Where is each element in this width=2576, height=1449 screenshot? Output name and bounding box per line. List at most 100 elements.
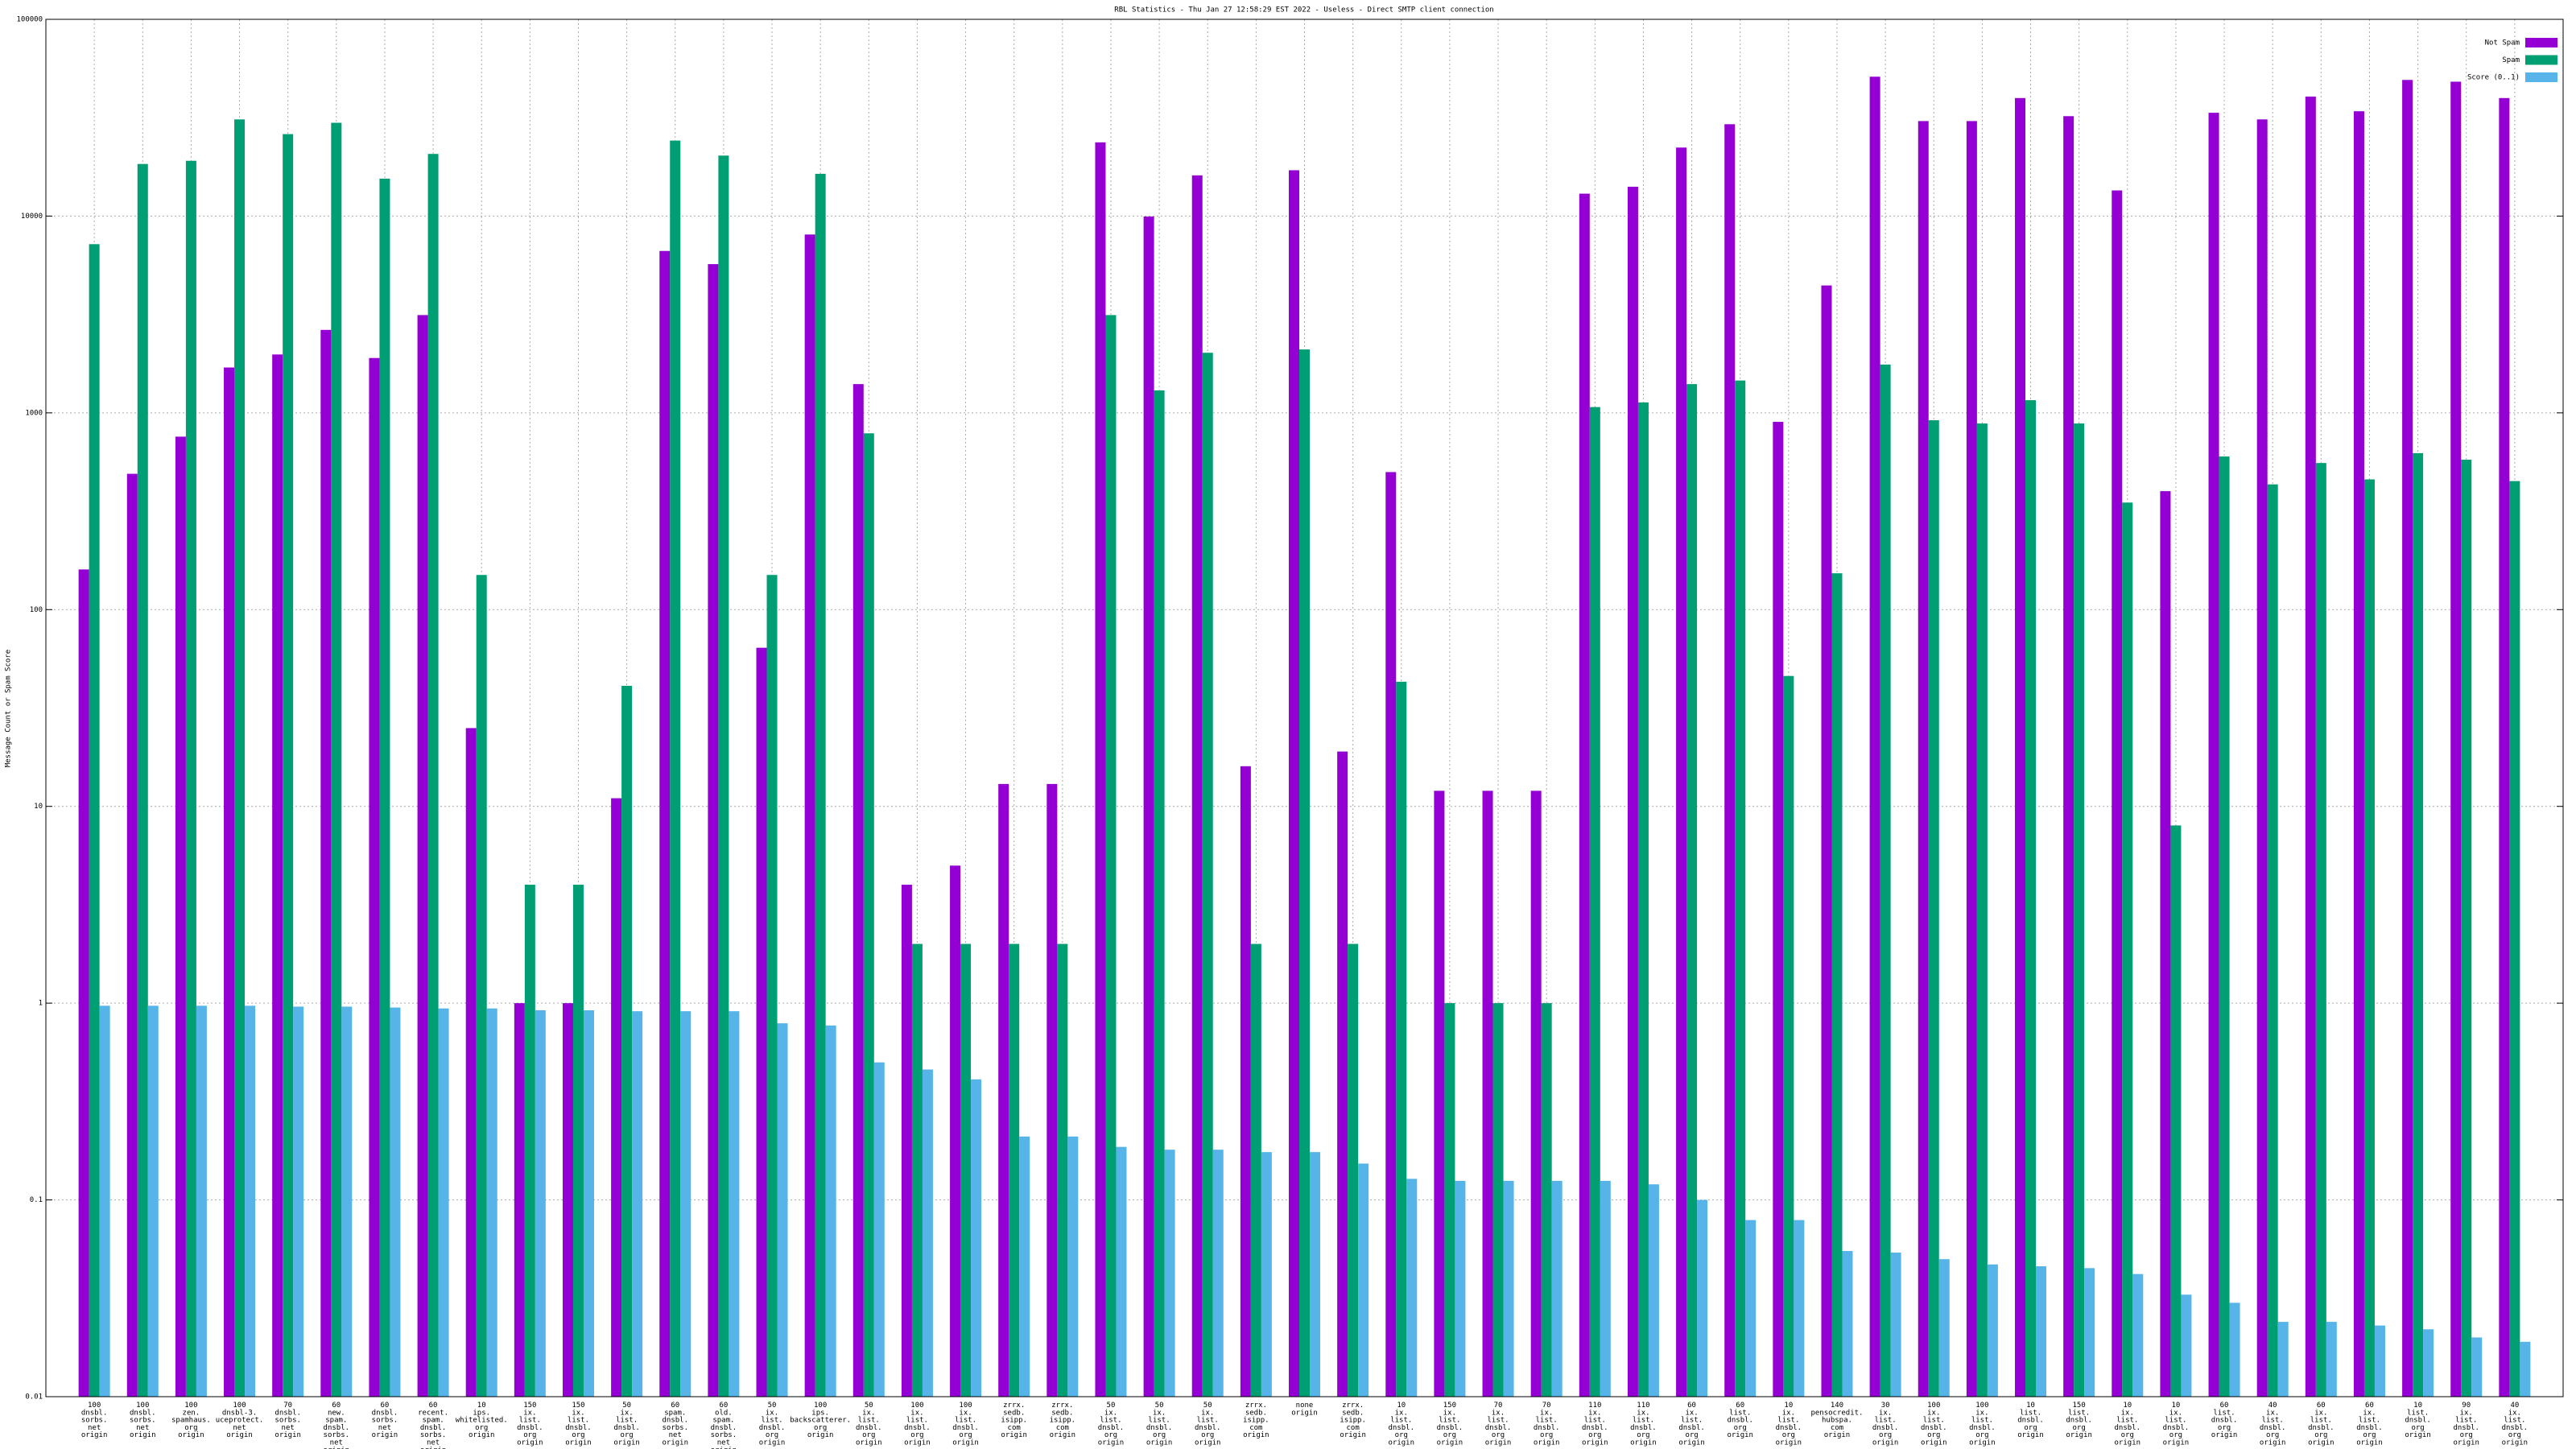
x-tick-label-line: list.: [1439, 1416, 1460, 1424]
bar: [2063, 116, 2074, 1397]
bar: [1164, 1150, 1175, 1397]
x-tick-label-line: 10: [2123, 1402, 2132, 1410]
bar: [283, 134, 294, 1397]
x-tick-label-line: hubspa.: [1822, 1416, 1852, 1424]
x-tick-label-line: spam.: [423, 1416, 444, 1424]
x-tick-label-line: list.: [2020, 1409, 2041, 1417]
bar: [2363, 479, 2375, 1397]
bar: [911, 943, 923, 1397]
bar: [1869, 76, 1880, 1397]
bar: [1928, 420, 1939, 1397]
x-tick-label-line: list.: [2116, 1416, 2138, 1424]
bar: [1627, 186, 1638, 1397]
x-tick-label-line: origin: [1727, 1431, 1753, 1439]
x-tick-label-line: 10: [477, 1402, 486, 1410]
x-tick-label-line: ix.: [1540, 1409, 1553, 1417]
x-tick-label-line: org: [184, 1423, 197, 1431]
x-tick-label: 70 ix. list. dnsbl. org origin: [1534, 1402, 1560, 1447]
x-tick-label-line: ix.: [2460, 1409, 2473, 1417]
x-tick-label-line: list.: [568, 1416, 589, 1424]
y-tick-label: 1: [39, 1000, 43, 1008]
bar: [1046, 783, 1058, 1397]
x-tick-label-line: ix.: [862, 1409, 875, 1417]
bar: [766, 575, 778, 1397]
bar: [1686, 384, 1698, 1397]
x-tick-label-line: ix.: [1637, 1409, 1649, 1417]
x-tick-label-line: 100: [910, 1402, 923, 1410]
x-tick-label-line: dnsbl.: [565, 1423, 592, 1431]
x-tick-label: 60 list. dnsbl. org origin: [2211, 1402, 2238, 1439]
x-tick-label-line: ix.: [1395, 1409, 1408, 1417]
bar: [1009, 943, 1020, 1397]
x-tick-label-line: 70: [1494, 1402, 1503, 1410]
legend-swatch: [2525, 55, 2557, 65]
bar: [1938, 1259, 1950, 1397]
x-tick-label-line: org: [620, 1431, 633, 1439]
x-tick-label: 100 ips. backscatterer. org origin: [790, 1402, 851, 1439]
x-tick-label-line: dnsbl.: [1195, 1423, 1221, 1431]
x-tick-label-line: recent.: [418, 1409, 448, 1417]
x-tick-label-line: origin: [2260, 1439, 2286, 1447]
x-tick-label-line: net: [330, 1439, 343, 1447]
x-tick-label-line: spamhaus.: [171, 1416, 211, 1424]
chart-title: RBL Statistics - Thu Jan 27 12:58:29 EST…: [1114, 6, 1493, 14]
bar: [89, 244, 100, 1397]
x-tick-label-line: ix.: [1927, 1409, 1940, 1417]
x-tick-label-line: ix.: [1975, 1409, 1988, 1417]
x-tick-label-line: dnsbl.: [275, 1409, 301, 1417]
x-tick-label-line: 50: [1155, 1402, 1164, 1410]
x-tick-label-line: 140: [1831, 1402, 1843, 1410]
x-tick-label-line: dnsbl.: [1485, 1423, 1512, 1431]
y-tick-label: 100000: [16, 16, 43, 24]
x-tick-label: 100 dnsbl. sorbs. net origin: [81, 1402, 108, 1439]
x-tick-label-line: list.: [1681, 1416, 1703, 1424]
x-tick-label-line: list.: [906, 1416, 928, 1424]
x-tick-label-line: origin: [952, 1439, 979, 1447]
x-tick-label-line: org: [766, 1431, 778, 1439]
x-tick-label-line: 150: [572, 1402, 584, 1410]
bar: [1191, 175, 1203, 1397]
bar: [245, 1005, 256, 1397]
x-tick-label-line: 100: [88, 1402, 101, 1410]
bar: [2160, 491, 2171, 1397]
x-tick-label-line: 10: [1397, 1402, 1406, 1410]
x-tick-label: 100 ix. list. dnsbl. org origin: [1969, 1402, 1996, 1447]
x-tick-label-line: net: [136, 1423, 149, 1431]
bar: [2277, 1322, 2289, 1397]
x-tick-label-line: dnsbl.: [613, 1423, 640, 1431]
x-tick-label: 40 ix. list. dnsbl. org origin: [2502, 1402, 2529, 1447]
x-tick-label-line: com: [1056, 1423, 1069, 1431]
x-tick-label-line: dnsbl.: [711, 1423, 737, 1431]
x-tick-label-line: origin: [1291, 1409, 1318, 1417]
x-tick-label-line: sorbs.: [130, 1416, 156, 1424]
x-tick-label-line: origin: [372, 1431, 398, 1439]
x-tick-label-line: org: [1443, 1431, 1456, 1439]
bar: [293, 1006, 304, 1397]
bar: [2267, 484, 2278, 1397]
x-tick-label-line: dnsbl.: [1872, 1423, 1899, 1431]
x-tick-label-line: list.: [2262, 1416, 2284, 1424]
x-tick-label-line: org: [1782, 1431, 1795, 1439]
x-tick-label: 150 ix. list. dnsbl. org origin: [517, 1402, 543, 1447]
x-tick-label-line: sedb.: [1245, 1409, 1267, 1417]
bar: [1676, 147, 1687, 1397]
x-tick-label-line: list.: [2214, 1409, 2235, 1417]
x-tick-label-line: sedb.: [1051, 1409, 1073, 1417]
x-tick-label-line: list.: [761, 1416, 782, 1424]
x-tick-label-line: org: [2024, 1423, 2037, 1431]
bar: [1095, 142, 1106, 1397]
bar: [729, 1011, 740, 1397]
bar: [1503, 1180, 1514, 1397]
x-tick-label-line: dnsbl.: [2356, 1423, 2383, 1431]
x-tick-label-line: 10: [2413, 1402, 2422, 1410]
bar: [1396, 681, 1407, 1397]
x-tick-label-line: list.: [1729, 1409, 1751, 1417]
x-tick-label: 60 ix. list. dnsbl. org origin: [1678, 1402, 1705, 1447]
x-tick-label: 100 zen. spamhaus. org origin: [171, 1402, 211, 1439]
x-tick-label-line: list.: [2165, 1416, 2186, 1424]
x-tick-label-line: org: [2411, 1423, 2424, 1431]
x-tick-label-line: origin: [2066, 1431, 2092, 1439]
x-tick-label-line: dnsbl.: [2308, 1423, 2334, 1431]
x-tick-label-line: origin: [1969, 1439, 1996, 1447]
x-tick-label-line: org: [959, 1431, 972, 1439]
